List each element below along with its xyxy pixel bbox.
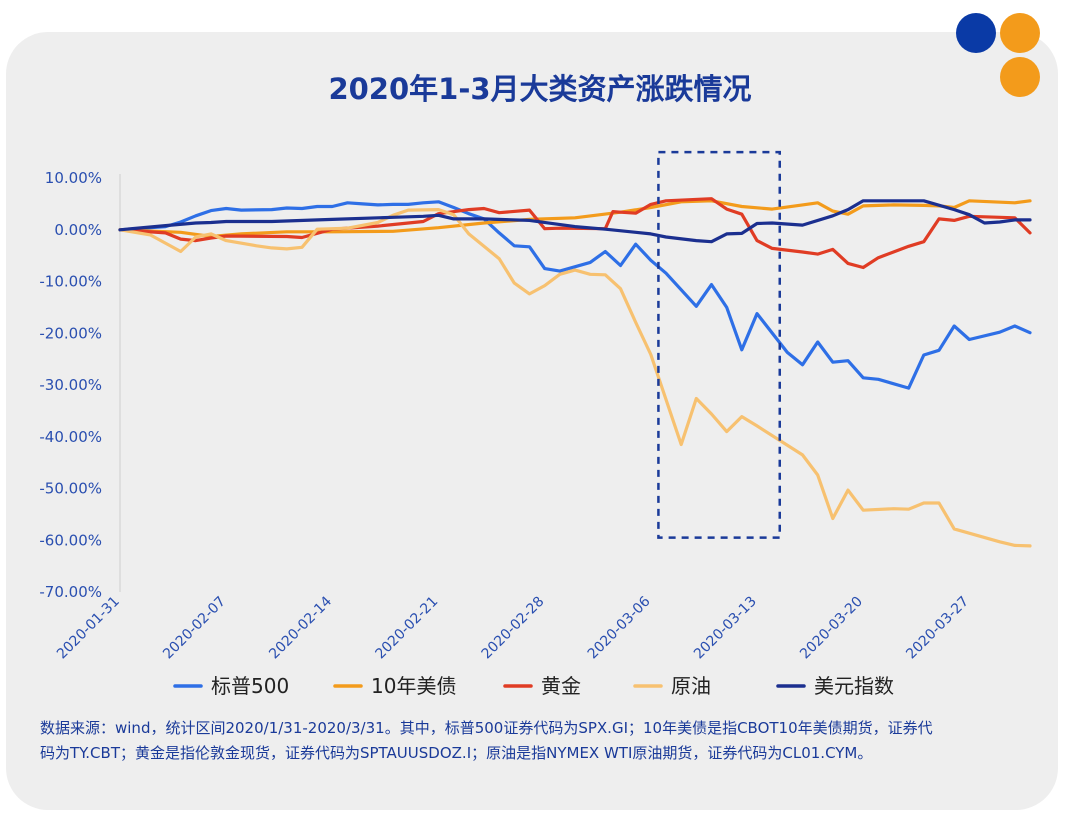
x-tick-label: 2020-03-27 (903, 594, 972, 663)
y-tick-label: -20.00% (39, 324, 102, 342)
x-tick-label: 2020-02-07 (160, 594, 229, 663)
decor-dot-orange-bottom (1000, 57, 1040, 97)
legend-label: 黄金 (541, 674, 581, 698)
decor-dot-blue (956, 13, 996, 53)
x-tick-label: 2020-02-28 (479, 594, 548, 663)
y-tick-label: -10.00% (39, 273, 102, 291)
y-tick-label: -50.00% (39, 480, 102, 498)
y-tick-label: 10.00% (45, 169, 102, 187)
y-tick-label: -60.00% (39, 531, 102, 549)
legend-label: 10年美债 (371, 674, 456, 698)
footnote: 数据来源：wind，统计区间2020/1/31-2020/3/31。其中，标普5… (40, 716, 1045, 766)
chart-card (6, 32, 1058, 810)
x-tick-label: 2020-03-06 (585, 593, 654, 662)
series-line-2 (118, 199, 1032, 239)
x-tick-label: 2020-03-13 (691, 594, 760, 663)
legend-label: 美元指数 (814, 674, 894, 698)
series-line-4 (118, 208, 1032, 548)
footnote-line-1: 数据来源：wind，统计区间2020/1/31-2020/3/31。其中，标普5… (40, 719, 933, 737)
legend-label: 原油 (671, 674, 711, 698)
y-tick-label: -70.00% (39, 583, 102, 601)
x-tick-label: 2020-02-14 (266, 593, 335, 662)
series-line-5 (118, 199, 1032, 244)
x-tick-label: 2020-02-21 (372, 594, 441, 663)
legend-label: 标普500 (211, 674, 289, 698)
x-tick-label: 2020-01-31 (54, 594, 123, 663)
series-line-3 (118, 197, 1032, 270)
footnote-line-2: 码为TY.CBT；黄金是指伦敦金现货，证券代码为SPTAUUSDOZ.I；原油是… (40, 744, 873, 762)
y-tick-label: -30.00% (39, 376, 102, 394)
decor-dot-orange-top (1000, 13, 1040, 53)
y-tick-label: 0.00% (54, 221, 102, 239)
chart-title: 2020年1-3月大类资产涨跌情况 (328, 72, 752, 106)
series-line-1 (118, 200, 1032, 390)
highlight-box (657, 150, 782, 539)
y-tick-label: -40.00% (39, 428, 102, 446)
x-tick-label: 2020-03-20 (797, 594, 866, 663)
